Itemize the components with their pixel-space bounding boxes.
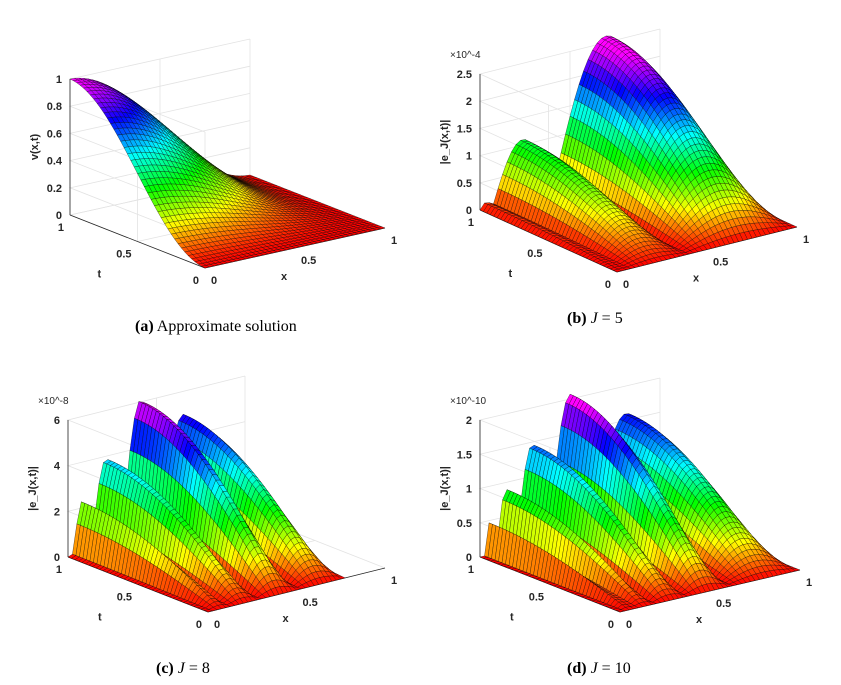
z-tick-label: 0.6 xyxy=(47,128,62,140)
t-tick-label: 0 xyxy=(193,275,199,287)
t-tick-label: 0.5 xyxy=(117,592,132,604)
z-tick-label: 0 xyxy=(56,210,62,222)
z-tick-label: 2.5 xyxy=(457,69,472,81)
z-tick-label: 1 xyxy=(56,74,62,86)
t-tick-label: 1 xyxy=(56,564,62,576)
t-tick-label: 0 xyxy=(605,279,611,291)
t-axis-label: t xyxy=(98,612,102,624)
x-tick-label: 0 xyxy=(623,279,629,291)
z-tick-label: 2 xyxy=(54,506,60,518)
z-tick-label: 0.2 xyxy=(47,183,62,195)
x-tick-label: 0.5 xyxy=(303,597,318,609)
t-tick-label: 1 xyxy=(468,217,474,229)
t-tick-label: 0 xyxy=(196,619,202,631)
x-tick-label: 0 xyxy=(211,275,217,287)
surface-mesh xyxy=(69,77,386,269)
z-exponent-label: ×10^-8 xyxy=(38,396,69,407)
z-tick-label: 0 xyxy=(54,552,60,564)
x-tick-label: 0.5 xyxy=(301,255,316,267)
x-axis-label: x xyxy=(693,273,700,285)
z-tick-label: 0.5 xyxy=(457,178,472,190)
t-tick-label: 0.5 xyxy=(116,249,131,261)
z-axis-label: v(x,t) xyxy=(29,134,41,161)
t-axis-line xyxy=(69,214,206,269)
z-tick-label: 4 xyxy=(54,461,61,473)
z-axis-label: |e_J(x,t)| xyxy=(27,466,39,511)
z-axis-label: |e_J(x,t)| xyxy=(439,120,451,165)
surface-mesh xyxy=(479,393,801,613)
z-tick-label: 1 xyxy=(466,151,472,163)
surface-mesh xyxy=(479,35,798,273)
z-exponent-label: ×10^-4 xyxy=(450,50,481,61)
t-axis-label: t xyxy=(98,269,102,281)
surface-mesh xyxy=(67,401,346,613)
x-axis-label: x xyxy=(283,613,290,625)
z-tick-label: 2 xyxy=(466,96,472,108)
z-tick-label: 0 xyxy=(466,205,472,217)
t-tick-label: 1 xyxy=(58,222,64,234)
z-tick-label: 0.4 xyxy=(47,156,63,168)
x-tick-label: 1 xyxy=(391,235,397,247)
t-tick-label: 0.5 xyxy=(527,248,542,260)
x-tick-label: 0 xyxy=(214,619,220,631)
x-axis-label: x xyxy=(281,271,288,283)
x-tick-label: 1 xyxy=(391,575,397,587)
z-tick-label: 1.5 xyxy=(457,123,472,135)
x-tick-label: 1 xyxy=(803,234,809,246)
z-tick-label: 6 xyxy=(54,415,60,427)
t-axis-label: t xyxy=(509,268,513,280)
z-tick-label: 0.8 xyxy=(47,101,62,113)
x-tick-label: 0.5 xyxy=(713,257,728,269)
